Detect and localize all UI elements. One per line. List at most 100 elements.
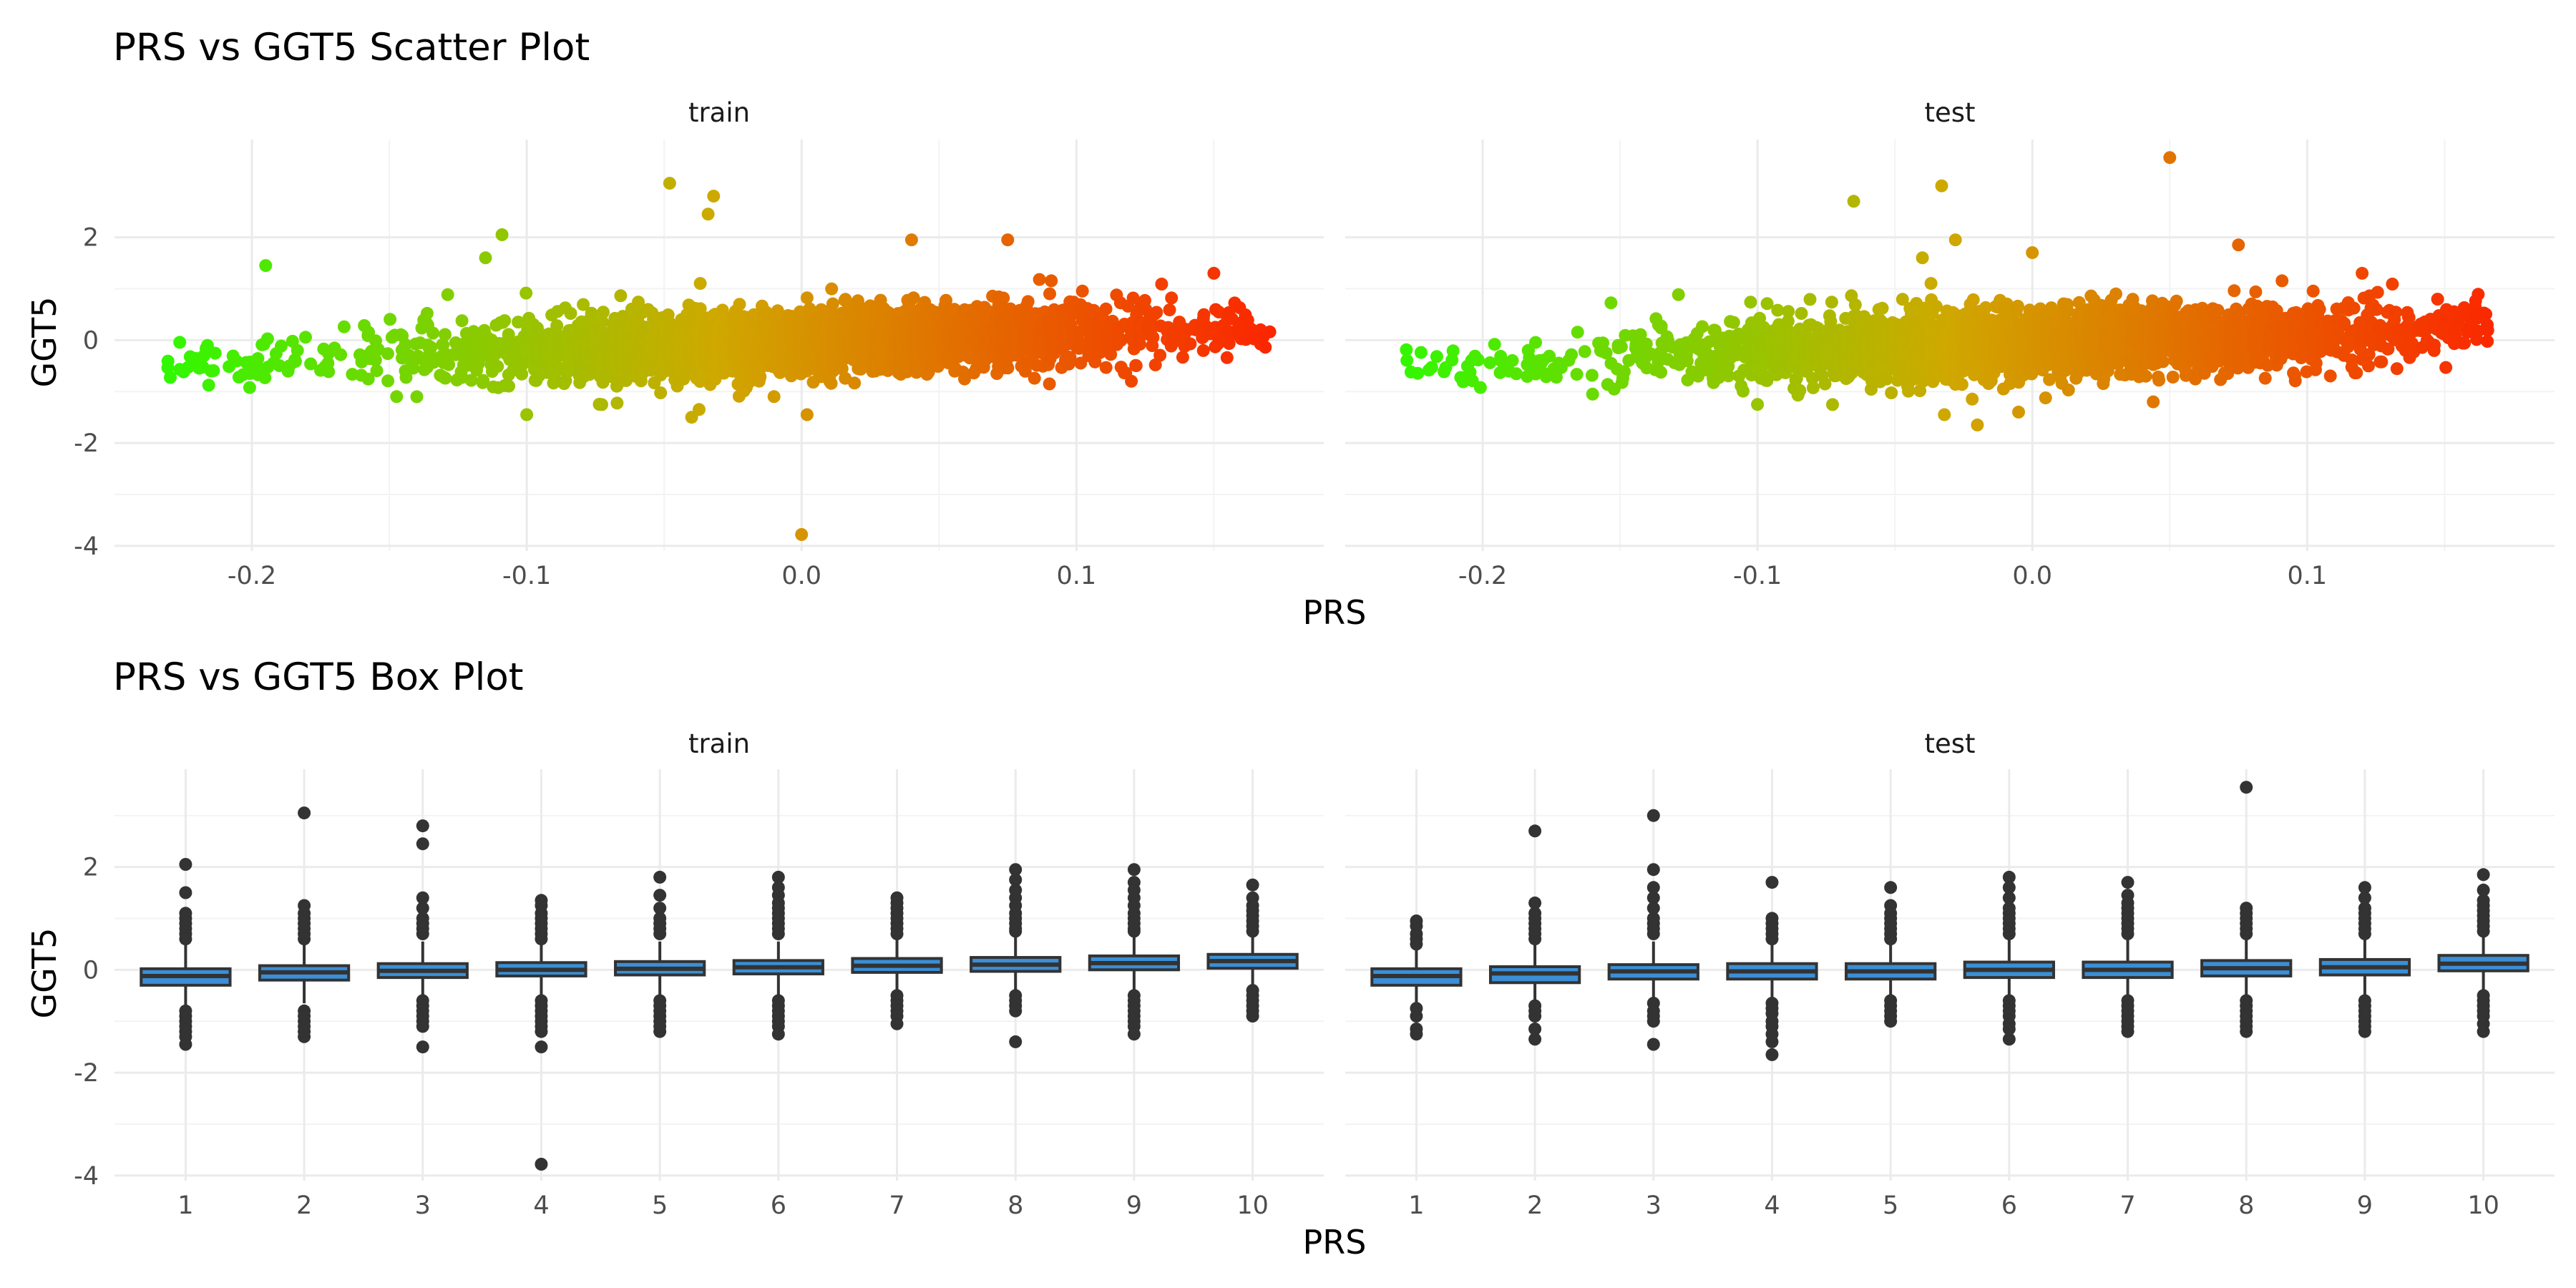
scatter-point: [1165, 291, 1179, 305]
scatter-point: [1722, 369, 1735, 383]
scatter-point: [479, 251, 492, 265]
scatter-point: [410, 390, 424, 404]
scatter-point: [1510, 367, 1523, 381]
scatter-point: [291, 343, 304, 357]
scatter-point: [2163, 151, 2177, 165]
scatter-point: [595, 315, 609, 328]
scatter-point: [2011, 299, 2024, 313]
scatter-point: [1880, 372, 1893, 386]
scatter-point: [1471, 353, 1485, 366]
scatter-point: [2012, 405, 2025, 419]
scatter-point: [502, 328, 515, 341]
scatter-point: [610, 396, 624, 410]
scatter-point: [442, 358, 456, 371]
scatter-point: [498, 314, 512, 328]
scatter-panel-train: -0.2 -0.1 0.0 0.1: [114, 140, 1324, 590]
scatter-point: [1155, 278, 1169, 291]
scatter-point: [1021, 295, 1035, 308]
scatter-point: [997, 291, 1010, 305]
scatter-point: [1744, 296, 1757, 309]
scatter-point: [288, 355, 302, 369]
scatter-point: [825, 282, 839, 296]
scatter-point: [502, 379, 515, 393]
scatter-point: [299, 331, 312, 344]
scatter-point: [1618, 365, 1631, 379]
scatter-point: [202, 379, 215, 392]
scatter-point: [426, 326, 440, 340]
scatter-point: [1672, 288, 1685, 301]
scatter-point: [1929, 300, 1943, 313]
scatter-point: [362, 326, 376, 339]
scatter-point: [1654, 319, 1668, 333]
scatter-point: [848, 376, 862, 390]
scatter-point: [381, 347, 394, 361]
scatter-point: [1875, 301, 1889, 315]
scatter-point: [390, 390, 404, 404]
scatter-x-tick-label: -0.2: [228, 562, 276, 590]
scatter-point: [2043, 373, 2057, 386]
scatter-point: [1543, 349, 1556, 363]
scatter-point: [1599, 346, 1613, 360]
scatter-point: [1184, 337, 1197, 351]
scatter-point: [1126, 291, 1140, 305]
scatter-point: [2156, 355, 2170, 369]
scatter-point: [1570, 368, 1584, 381]
scatter-point: [1806, 381, 1820, 394]
scatter-point: [2152, 374, 2166, 387]
scatter-point: [1771, 303, 1785, 317]
scatter-point: [1824, 315, 1838, 328]
scatter-point: [595, 398, 608, 411]
scatter-point: [1153, 348, 1167, 362]
scatter-x-tick-label: 0.0: [781, 562, 821, 590]
scatter-point: [406, 361, 420, 375]
scatter-point: [1825, 296, 1838, 309]
scatter-point: [1150, 306, 1163, 319]
scatter-point: [1782, 305, 1795, 318]
scatter-point: [1506, 353, 1519, 367]
scatter-point: [1803, 293, 1817, 306]
scatter-point: [334, 348, 348, 361]
scatter-point: [1099, 361, 1113, 374]
scatter-point: [495, 228, 509, 241]
scatter-point: [441, 288, 454, 301]
scatter-point: [707, 190, 721, 203]
scatter-point: [654, 386, 668, 399]
scatter-point: [1063, 351, 1077, 364]
scatter-point: [1916, 374, 1930, 388]
scatter-point: [1896, 293, 1909, 306]
scatter-point: [1483, 356, 1497, 369]
scatter-point: [1902, 384, 1915, 398]
scatter-x-tick-label: -0.2: [1458, 562, 1507, 590]
scatter-point: [1614, 340, 1628, 353]
scatter-point: [384, 313, 397, 326]
scatter-point: [491, 360, 504, 374]
scatter-point: [1495, 354, 1508, 368]
scatter-point: [1163, 303, 1176, 317]
scatter-point: [275, 339, 288, 353]
scatter-point: [161, 354, 175, 368]
scatter-point: [771, 304, 784, 318]
scatter-point: [2000, 297, 2014, 311]
scatter-point: [1565, 348, 1579, 361]
scatter-point: [439, 328, 452, 341]
scatter-point: [208, 346, 222, 360]
scatter-point: [1727, 316, 1740, 329]
scatter-point: [1737, 384, 1750, 398]
scatter-point: [2072, 296, 2086, 309]
scatter-point: [753, 370, 767, 384]
scatter-point: [1529, 336, 1542, 349]
scatter-point: [1259, 341, 1272, 354]
scatter-point: [1885, 386, 1898, 399]
scatter-point: [1586, 387, 1599, 401]
scatter-point: [2026, 246, 2039, 260]
scatter-point: [693, 403, 706, 416]
scatter-point: [800, 291, 814, 305]
scatter-point: [1104, 348, 1118, 361]
scatter-point: [1585, 369, 1599, 382]
scatter-point: [164, 371, 177, 384]
scatter-point: [1571, 326, 1584, 339]
scatter-point: [1220, 351, 1234, 364]
scatter-point: [1795, 307, 1808, 320]
scatter-point: [361, 372, 375, 386]
